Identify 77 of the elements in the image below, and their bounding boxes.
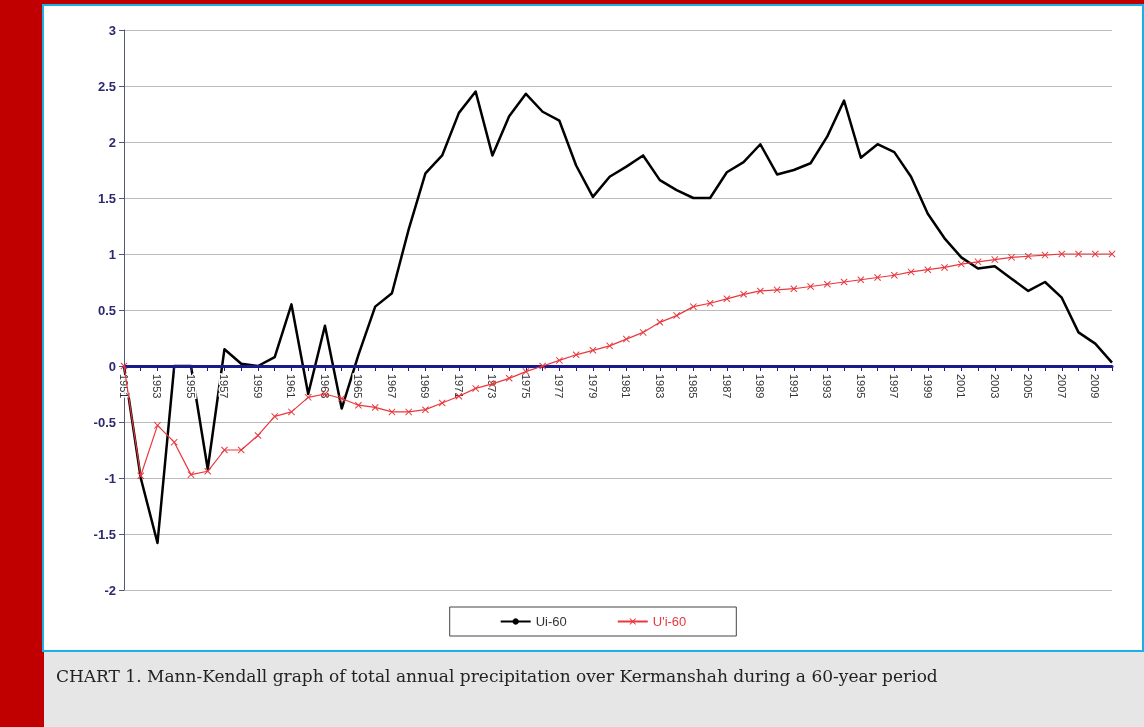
x-tick-label: 1999 [921,374,934,399]
point [706,299,714,307]
point [304,393,312,401]
y-tick-label: -0.5 [93,414,116,430]
point [187,471,195,479]
y-tick-label: 0 [108,358,116,374]
x-tick-label: 1977 [553,374,566,399]
x-tick-label: 1965 [352,374,365,399]
caption: CHART 1. Mann-Kendall graph of total annual precipitation over Kermanshah during a 60-year period [44,652,1144,727]
x-tick-label: 1955 [184,374,197,399]
point [271,412,279,420]
point [572,351,580,359]
point [890,271,898,279]
x-tick-label: 1967 [385,374,398,399]
point [220,446,228,454]
point [957,260,965,268]
y-tick-label: 3 [108,22,116,38]
point [991,256,999,264]
x-tick-label: 1953 [151,374,164,399]
point [170,438,178,446]
y-tick-label: -1 [104,470,116,486]
point [505,374,513,382]
x-tick-label: 1987 [720,374,733,399]
x-tick-label: 1971 [452,374,465,399]
point [371,403,379,411]
x-tick-label: 1951 [118,374,130,399]
point [756,287,764,295]
point [287,408,295,416]
x-tick-label: 1995 [854,374,867,399]
x-tick-label: 1985 [687,374,700,399]
y-tick-label: 2.5 [97,78,116,94]
x-tick-label: 1957 [218,374,231,399]
point [589,346,597,354]
line-series [122,90,1114,545]
point [723,295,731,303]
x-tick-label: 1959 [251,374,264,399]
y-tick-label: -1.5 [93,526,116,542]
point [1075,250,1083,258]
x-tick-label: 2005 [1022,374,1035,399]
point [606,342,614,350]
x-tick-label: 1989 [754,374,767,399]
legend-label: Ui-60 [535,614,567,629]
x-tick-label: 1973 [486,374,499,399]
x-tick-label: 2009 [1089,374,1102,399]
x-tick-label: 1993 [821,374,834,399]
point [857,276,865,284]
point [354,401,362,409]
point [656,318,664,326]
point [622,335,630,343]
x-tick-label: 1975 [519,374,532,399]
x-tick-label: 1963 [318,374,331,399]
y-tick-label: 1.5 [97,190,116,206]
point [405,408,413,416]
point [137,472,145,480]
y-tick-label: 0.5 [97,302,116,318]
x-tick-label: 1969 [419,374,432,399]
point [204,467,212,475]
x-tick-label: 1997 [888,374,901,399]
point [1024,252,1032,260]
point [539,362,547,370]
x-tick-label: 1983 [653,374,666,399]
point [924,266,932,274]
y-tick-label: -2 [104,582,116,598]
x-tick-label: 2007 [1055,374,1068,399]
point [639,328,647,336]
x-tick-label: 1979 [586,374,599,399]
y-tick-label: 1 [108,246,116,262]
x-tick-label: 2001 [955,374,968,399]
x-tick-label: 1991 [787,374,800,399]
legend-label: U'i-60 [652,614,687,629]
x-tick-label: 1981 [620,374,633,399]
x-tick-label: 2003 [988,374,1001,399]
x-tick-label: 1961 [285,374,298,399]
point [823,280,831,288]
y-tick-label: 2 [108,134,116,150]
point [790,285,798,293]
point [254,431,262,439]
